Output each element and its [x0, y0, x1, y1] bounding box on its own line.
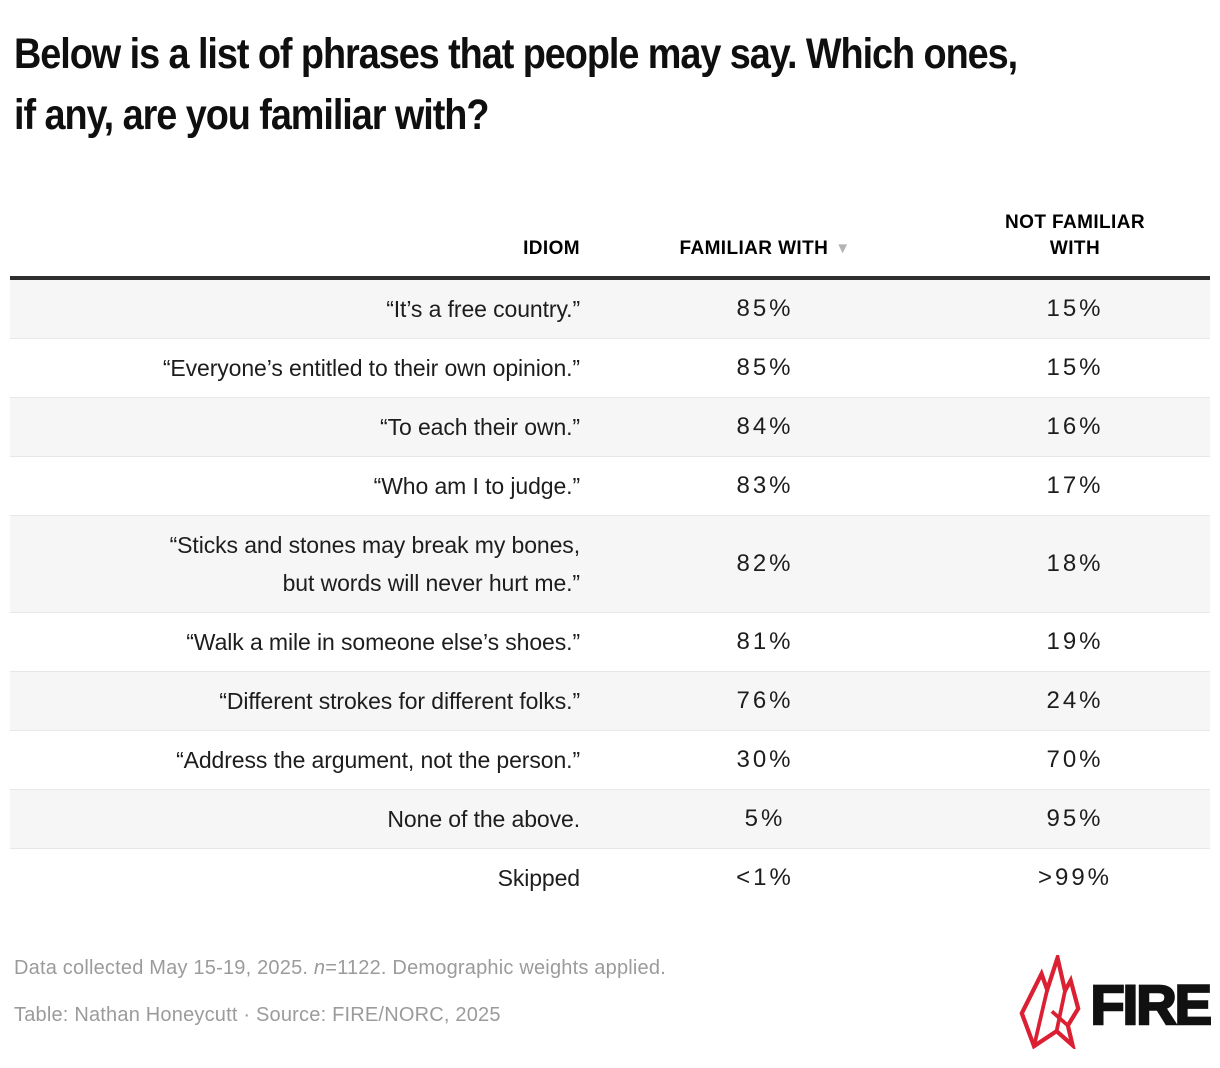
not-familiar-value: 17%: [1046, 472, 1104, 499]
table-header-row: IDIOM FAMILIAR WITH ▼ NOT FAMILIAR WITH: [10, 180, 1210, 280]
idiom-cell: “To each their own.”: [380, 414, 580, 440]
credit-line: Table: Nathan Honeycutt · Source: FIRE/N…: [14, 1004, 501, 1026]
familiar-value: 85%: [736, 295, 794, 322]
not-familiar-value: 15%: [1046, 354, 1104, 381]
page-title-line-2: if any, are you familiar with?: [14, 91, 489, 139]
table-row: “Who am I to judge.” 83% 17%: [10, 456, 1210, 515]
familiar-value: 30%: [736, 746, 794, 773]
idiom-cell: None of the above.: [387, 806, 580, 832]
idiom-cell: “Walk a mile in someone else’s shoes.”: [186, 629, 580, 655]
column-header-familiar-with-label: FAMILIAR WITH: [679, 238, 829, 259]
not-familiar-value: >99%: [1037, 864, 1113, 891]
column-header-not-familiar-with[interactable]: NOT FAMILIAR WITH: [940, 210, 1210, 262]
table-row: “Walk a mile in someone else’s shoes.” 8…: [10, 612, 1210, 671]
not-familiar-value: 70%: [1046, 746, 1104, 773]
not-familiar-value: 18%: [1046, 550, 1104, 577]
table-row: “Address the argument, not the person.” …: [10, 730, 1210, 789]
column-header-familiar-with[interactable]: FAMILIAR WITH ▼: [590, 236, 940, 262]
familiar-value: 82%: [736, 550, 794, 577]
idiom-cell: Skipped: [497, 865, 581, 891]
idiom-cell: “Everyone’s entitled to their own opinio…: [162, 355, 580, 381]
fire-logo: FIRE: [1018, 949, 1213, 1054]
footnote: Data collected May 15-19, 2025. n=1122. …: [14, 955, 1220, 981]
not-familiar-value: 15%: [1046, 295, 1104, 322]
not-familiar-value: 16%: [1046, 413, 1104, 440]
page-title-line-1: Below is a list of phrases that people m…: [14, 30, 1018, 78]
table-row: “Everyone’s entitled to their own opinio…: [10, 338, 1210, 397]
survey-table: IDIOM FAMILIAR WITH ▼ NOT FAMILIAR WITH “…: [10, 180, 1210, 907]
not-familiar-value: 19%: [1046, 628, 1104, 655]
page-title: Below is a list of phrases that people m…: [0, 0, 1220, 146]
familiar-value: 76%: [736, 687, 794, 714]
table-row: “It’s a free country.” 85% 15%: [10, 280, 1210, 338]
column-header-not-familiar-with-label: NOT FAMILIAR WITH: [1005, 212, 1145, 259]
flame-icon: [1018, 949, 1082, 1054]
sort-descending-icon[interactable]: ▼: [835, 240, 851, 257]
table-row: “Different strokes for different folks.”…: [10, 671, 1210, 730]
table-row: “Sticks and stones may break my bones, b…: [10, 515, 1210, 612]
footnote-prefix: Data collected May 15-19, 2025.: [14, 957, 314, 979]
familiar-value: 81%: [736, 628, 794, 655]
footnote-n-italic: n: [313, 957, 326, 979]
idiom-cell: “Who am I to judge.”: [373, 473, 580, 499]
not-familiar-value: 24%: [1046, 687, 1104, 714]
idiom-cell: “Sticks and stones may break my bones, b…: [169, 532, 580, 596]
idiom-cell: “Different strokes for different folks.”: [219, 688, 580, 714]
column-header-idiom[interactable]: IDIOM: [523, 238, 580, 259]
familiar-value: <1%: [736, 864, 794, 891]
familiar-value: 5%: [744, 805, 786, 832]
familiar-value: 83%: [736, 472, 794, 499]
idiom-cell: “It’s a free country.”: [386, 296, 580, 322]
fire-wordmark: FIRE: [1089, 972, 1213, 1037]
table-row: “To each their own.” 84% 16%: [10, 397, 1210, 456]
familiar-value: 84%: [736, 413, 794, 440]
idiom-cell: “Address the argument, not the person.”: [176, 747, 580, 773]
not-familiar-value: 95%: [1046, 805, 1104, 832]
table-row: Skipped <1% >99%: [10, 848, 1210, 907]
table-row: None of the above. 5% 95%: [10, 789, 1210, 848]
familiar-value: 85%: [736, 354, 794, 381]
footnote-suffix: =1122. Demographic weights applied.: [325, 957, 666, 979]
